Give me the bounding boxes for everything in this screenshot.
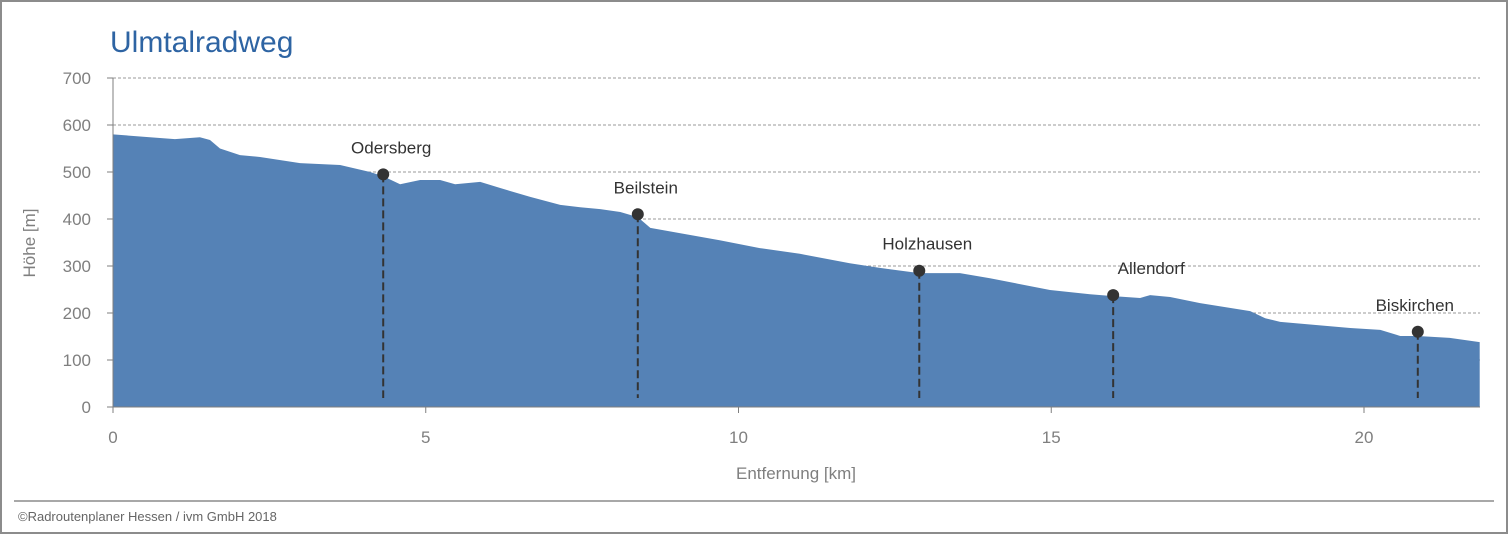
marker-dot xyxy=(631,208,644,221)
chart-title: Ulmtalradweg xyxy=(110,26,293,59)
x-tick-label: 15 xyxy=(1042,428,1061,447)
y-tick-label: 600 xyxy=(63,116,91,135)
footer-copyright: ©Radroutenplaner Hessen / ivm GmbH 2018 xyxy=(18,509,277,524)
y-tick-label: 700 xyxy=(63,69,91,88)
place-label: Biskirchen xyxy=(1376,296,1454,315)
marker-dot xyxy=(1107,289,1120,302)
x-tick-label: 5 xyxy=(421,428,430,447)
place-label: Odersberg xyxy=(351,138,431,157)
y-tick-label: 300 xyxy=(63,257,91,276)
y-tick-label: 100 xyxy=(63,351,91,370)
marker-dot xyxy=(377,168,390,181)
place-label: Beilstein xyxy=(614,178,678,197)
x-axis-label: Entfernung [km] xyxy=(736,464,856,483)
x-tick-label: 0 xyxy=(108,428,117,447)
marker-dot xyxy=(1411,325,1424,338)
place-label: Allendorf xyxy=(1118,259,1185,278)
y-tick-label: 0 xyxy=(82,398,91,417)
elevation-area xyxy=(113,134,1480,407)
x-tick-label: 10 xyxy=(729,428,748,447)
y-tick-label: 200 xyxy=(63,304,91,323)
y-axis-label: Höhe [m] xyxy=(20,209,39,278)
x-tick-label: 20 xyxy=(1355,428,1374,447)
marker-dot xyxy=(913,264,926,277)
place-label: Holzhausen xyxy=(882,235,972,254)
y-tick-label: 500 xyxy=(63,163,91,182)
y-tick-label: 400 xyxy=(63,210,91,229)
